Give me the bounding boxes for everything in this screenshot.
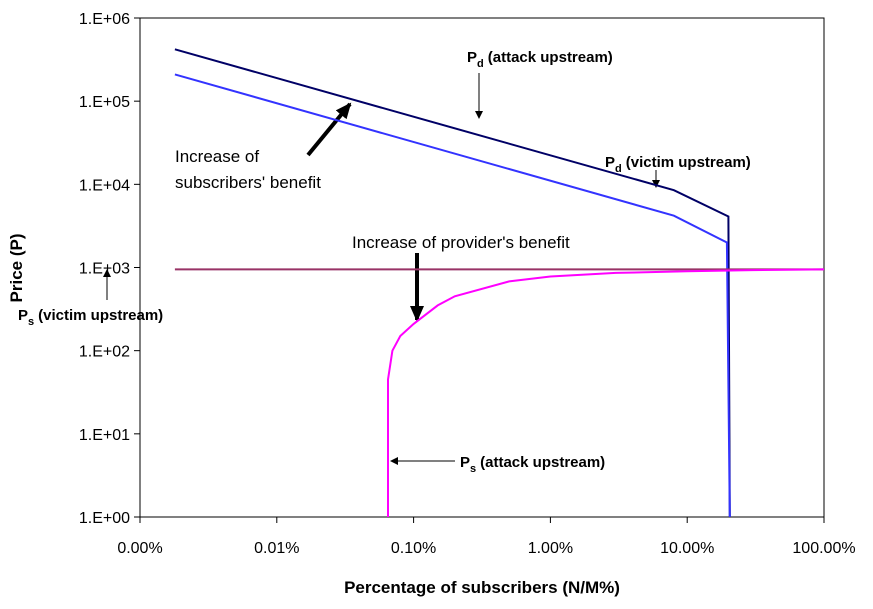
series-line xyxy=(174,48,731,518)
annotation-label: Pd (attack upstream) xyxy=(467,49,613,70)
x-tick-label: 10.00% xyxy=(660,540,714,557)
annotation-label: Ps (victim upstream) xyxy=(18,307,163,328)
y-tick-label: 1.E+00 xyxy=(79,510,130,527)
annotation-note: Increase of provider's benefit xyxy=(352,233,570,252)
y-tick-label: 1.E+03 xyxy=(79,261,130,278)
annotation-subscript: d xyxy=(615,163,622,175)
annotation-text: (victim upstream) xyxy=(626,154,751,171)
series-line xyxy=(174,73,731,518)
x-tick-label: 100.00% xyxy=(792,540,855,557)
annotation-note: subscribers' benefit xyxy=(175,173,321,192)
y-tick-label: 1.E+04 xyxy=(79,177,130,194)
annotation-text: (attack upstream) xyxy=(480,454,605,471)
annotation-symbol: P xyxy=(460,454,470,471)
annotation-label: Ps (attack upstream) xyxy=(460,454,605,475)
annotation-text: (victim upstream) xyxy=(38,307,163,324)
y-tick-label: 1.E+01 xyxy=(79,427,130,444)
annotation-label: Pd (victim upstream) xyxy=(605,154,751,175)
x-tick-label: 0.10% xyxy=(391,540,436,557)
annotation-subscript: d xyxy=(477,58,484,70)
series-line xyxy=(387,268,825,517)
annotation-subscript: s xyxy=(470,463,476,475)
y-axis-title: Price (P) xyxy=(7,234,26,303)
x-tick-label: 0.00% xyxy=(117,540,162,557)
annotation-symbol: P xyxy=(605,154,615,171)
arrows xyxy=(103,73,660,465)
x-axis-title: Percentage of subscribers (N/M%) xyxy=(344,578,620,597)
y-tick-label: 1.E+02 xyxy=(79,344,130,361)
annotation-symbol: P xyxy=(467,49,477,66)
y-tick-label: 1.E+06 xyxy=(79,11,130,28)
x-tick-label: 0.01% xyxy=(254,540,299,557)
annotation-note: Increase of xyxy=(175,147,259,166)
annotation-subscript: s xyxy=(28,316,34,328)
y-tick-label: 1.E+05 xyxy=(79,94,130,111)
x-tick-label: 1.00% xyxy=(528,540,573,557)
annotation-text: (attack upstream) xyxy=(488,49,613,66)
annotation-symbol: P xyxy=(18,307,28,324)
